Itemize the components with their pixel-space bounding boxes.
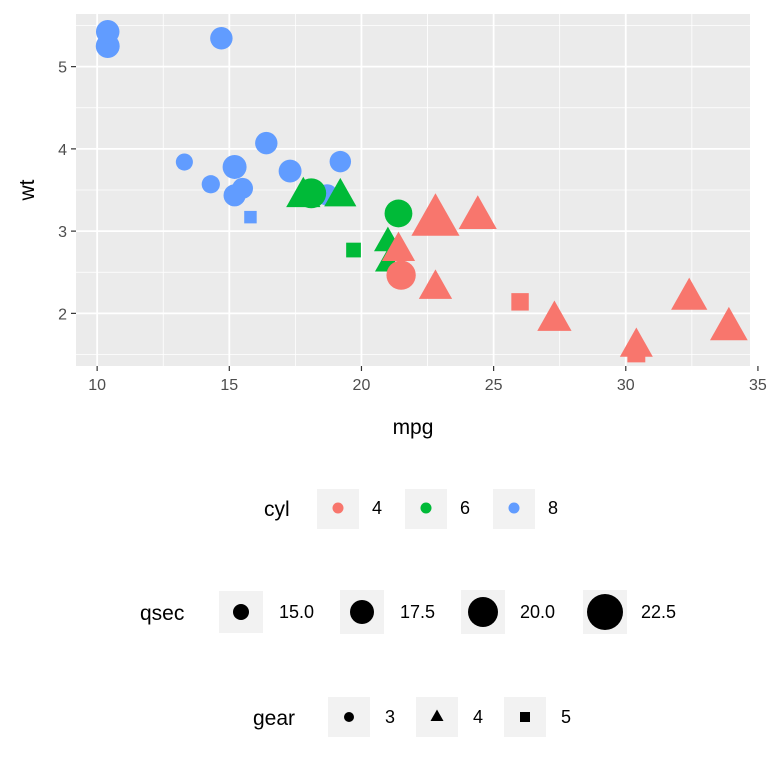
legend-qsec: qsec 15.0 17.5 20.0 22.5: [140, 590, 676, 634]
data-point-4: [384, 199, 413, 228]
legend-qsec-title: qsec: [140, 602, 184, 625]
x-axis-title: mpg: [393, 416, 434, 439]
data-point-9: [411, 193, 460, 236]
data-point-12: [255, 131, 278, 155]
minor-gridlines: [76, 14, 750, 366]
major-gridlines: [76, 14, 759, 366]
data-points: [95, 20, 748, 363]
legend-gear-3-key: [344, 712, 354, 722]
data-point-3: [418, 269, 453, 299]
legend-qsec-20-label: 20.0: [520, 602, 555, 622]
x-tick-label: 10: [88, 377, 106, 394]
legend-qsec-17-5-key: [350, 600, 374, 624]
data-point-27: [511, 293, 529, 311]
legend-cyl: cyl 4 6 8: [264, 489, 558, 529]
data-point-26: [537, 300, 572, 331]
y-tick-label: 2: [58, 306, 67, 323]
data-point-8: [458, 195, 497, 229]
data-point-23: [223, 184, 246, 207]
x-axis-ticks: 10 15 20 25 30 35: [88, 366, 767, 394]
data-point-24: [175, 153, 193, 171]
legend-gear-5-label: 5: [561, 707, 571, 727]
legend-gear-3-label: 3: [385, 707, 395, 727]
data-point-25: [329, 150, 352, 173]
x-tick-label: 25: [485, 377, 503, 394]
legend-qsec-22-5-label: 22.5: [641, 602, 676, 622]
legend-qsec-15-key: [233, 604, 249, 620]
legend-cyl-6-key: [420, 502, 432, 514]
data-point-20: [709, 306, 748, 341]
data-point-14: [222, 154, 247, 179]
x-tick-label: 20: [353, 377, 371, 394]
legend-cyl-title: cyl: [264, 498, 290, 521]
legend-gear: gear 3 4 5: [253, 697, 571, 737]
y-axis-title: wt: [16, 179, 39, 201]
data-point-11: [286, 176, 321, 208]
legend-cyl-4-key: [332, 502, 344, 514]
data-point-10: [324, 177, 357, 207]
data-point-13: [278, 159, 302, 183]
legend-cyl-8-label: 8: [548, 498, 558, 518]
legend-gear-5-key: [520, 712, 530, 722]
data-point-17: [210, 27, 233, 50]
data-point-30: [346, 242, 361, 258]
legend-qsec-17-5-label: 17.5: [400, 602, 435, 622]
y-tick-label: 5: [58, 60, 67, 77]
data-point-29: [244, 210, 257, 224]
y-tick-label: 4: [58, 142, 67, 159]
legend-cyl-4-label: 4: [372, 498, 382, 518]
y-axis-ticks: 2 3 4 5: [58, 60, 76, 323]
data-point-31: [381, 231, 416, 261]
x-tick-label: 15: [220, 377, 238, 394]
legend-cyl-8-key: [508, 502, 520, 514]
legend-qsec-22-5-key: [587, 594, 623, 630]
data-point-16: [95, 20, 120, 44]
y-tick-label: 3: [58, 224, 67, 241]
data-point-18: [671, 277, 708, 310]
legend-qsec-20-key: [468, 597, 498, 627]
legend-qsec-15-label: 15.0: [279, 602, 314, 622]
x-tick-label: 35: [749, 377, 767, 394]
data-point-21: [386, 260, 416, 290]
data-point-28: [627, 344, 646, 363]
legend-gear-4-key: [430, 709, 444, 721]
x-tick-label: 30: [617, 377, 635, 394]
data-point-7: [201, 175, 220, 194]
legend-cyl-6-label: 6: [460, 498, 470, 518]
legend-gear-4-label: 4: [473, 707, 483, 727]
legend-gear-title: gear: [253, 707, 295, 730]
